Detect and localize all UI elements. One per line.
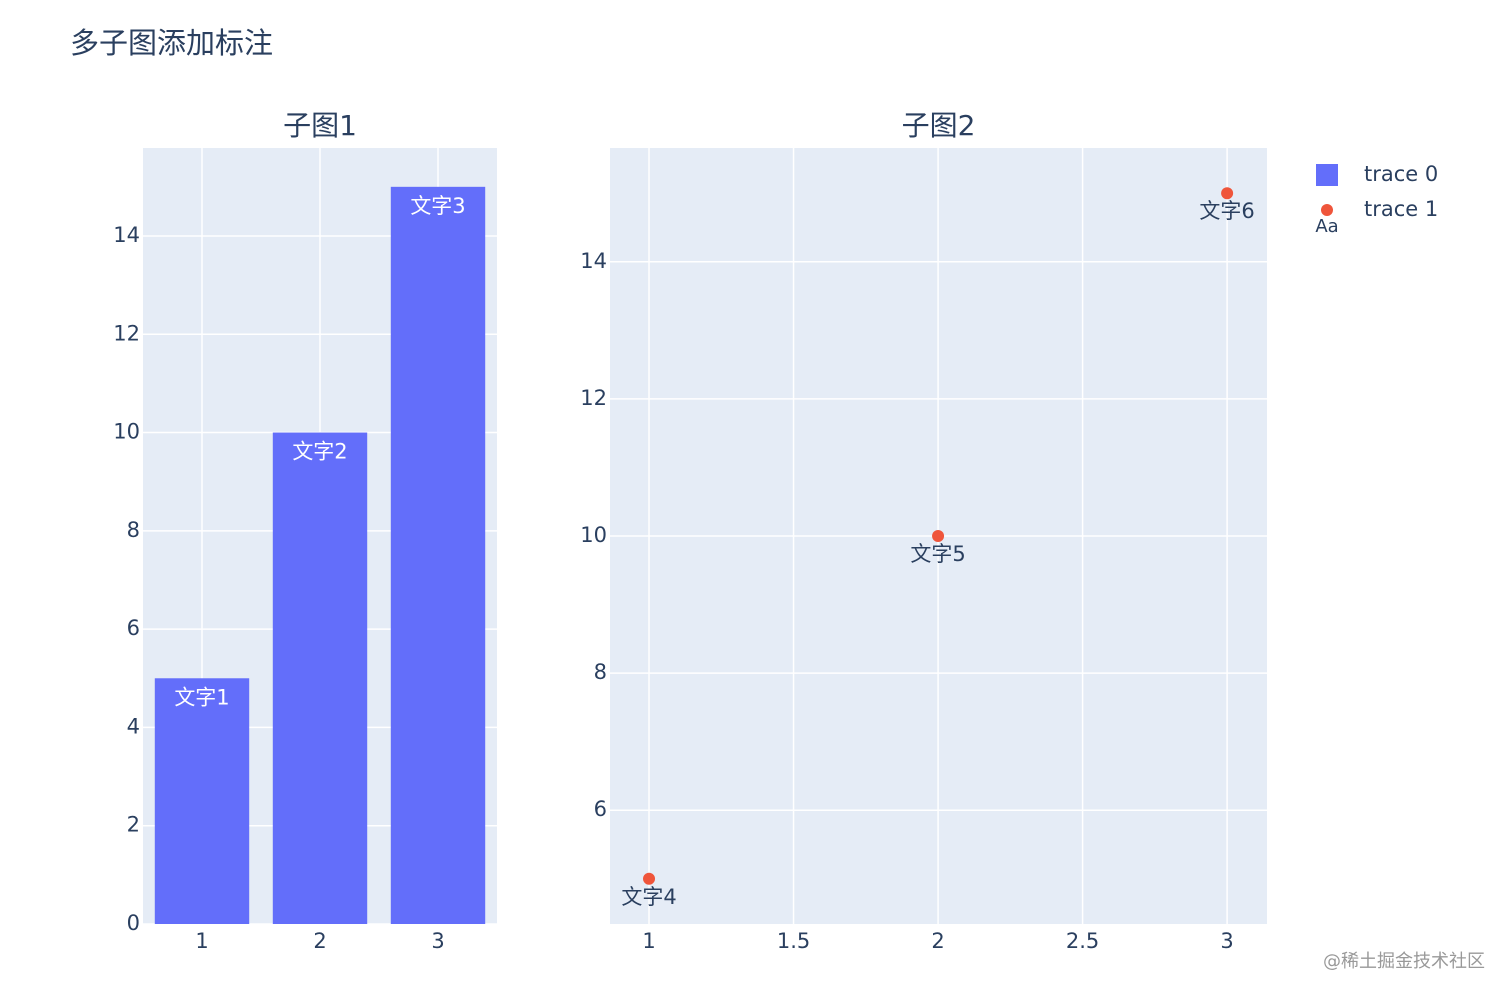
point-text: 文字4	[621, 885, 676, 909]
legend-label: trace 0	[1364, 162, 1438, 186]
x-tick-label: 3	[1220, 929, 1233, 953]
y-tick-label: 6	[594, 797, 607, 821]
legend-swatch	[1321, 204, 1333, 216]
y-tick-label: 14	[580, 249, 607, 273]
y-tick-label: 4	[127, 714, 140, 738]
y-tick-label: 12	[113, 321, 140, 345]
y-tick-label: 8	[127, 518, 140, 542]
y-tick-label: 10	[580, 523, 607, 547]
watermark: @稀土掘金技术社区	[1323, 951, 1485, 972]
y-tick-label: 8	[594, 660, 607, 684]
legend-swatch	[1316, 164, 1338, 186]
point-text: 文字6	[1199, 199, 1254, 223]
y-tick-label: 14	[113, 223, 140, 247]
point	[932, 530, 945, 542]
bar	[154, 678, 250, 924]
y-tick-label: 2	[127, 813, 140, 837]
point	[643, 872, 656, 885]
point	[1221, 187, 1234, 200]
page-title: 多子图添加标注	[70, 26, 273, 60]
y-tick-label: 10	[113, 420, 140, 444]
bar-text: 文字3	[410, 194, 465, 218]
bar	[272, 432, 368, 924]
y-tick-label: 6	[127, 616, 140, 640]
x-tick-label: 2	[931, 929, 944, 953]
bar-text: 文字1	[174, 685, 229, 709]
point-text: 文字5	[910, 542, 965, 566]
x-tick-label: 1.5	[777, 929, 810, 953]
legend-label: trace 1	[1364, 197, 1438, 221]
subplot-title: 子图2	[902, 109, 976, 142]
x-tick-label: 2	[313, 929, 326, 953]
y-tick-label: 0	[127, 911, 140, 935]
bar-text: 文字2	[292, 440, 347, 464]
subplot-title: 子图1	[283, 109, 357, 142]
legend-text-symbol: Aa	[1315, 216, 1338, 237]
x-tick-label: 1	[195, 929, 208, 953]
y-tick-label: 12	[580, 386, 607, 410]
x-tick-label: 1	[642, 929, 655, 953]
x-tick-label: 3	[431, 929, 444, 953]
x-tick-label: 2.5	[1066, 929, 1099, 953]
bar	[390, 186, 486, 924]
